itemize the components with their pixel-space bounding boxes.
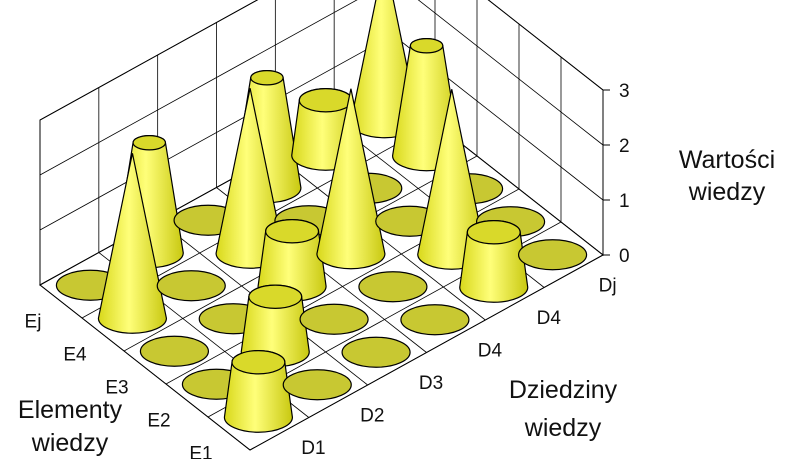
cone-base	[156, 270, 226, 302]
y-axis-title-line1: Elementy	[18, 396, 123, 424]
cone-E4-D1	[97, 153, 168, 334]
x-tick-label: D4	[478, 340, 503, 361]
wall-gridline	[39, 0, 604, 176]
z-tick-label: 3	[619, 81, 630, 102]
cone-E3-D3	[257, 219, 327, 302]
cone-top	[132, 135, 167, 151]
cone-E2-D3	[299, 303, 369, 335]
z-axis-title-line2: wiedzy	[688, 178, 766, 206]
x-tick-label: D3	[419, 373, 443, 394]
cone-top	[248, 284, 303, 309]
floor-gridline	[39, 284, 251, 451]
z-tick-label: 2	[619, 136, 630, 157]
y-tick-label: E1	[189, 444, 212, 459]
cone-E2-D4	[358, 271, 428, 303]
cone-top	[250, 70, 284, 86]
cone-E1-D1	[223, 350, 294, 433]
cone-E4-D2	[156, 270, 226, 302]
cone-E3-D4	[316, 88, 386, 270]
cone-base	[358, 271, 428, 303]
x-tick-label: D1	[301, 438, 325, 459]
wall-gridline	[39, 0, 604, 121]
z-tick-label: 0	[619, 246, 630, 267]
cone-base	[517, 239, 588, 271]
cone-E1-D2	[282, 369, 352, 401]
z-tick-label: 1	[619, 191, 630, 212]
y-axis-title-line2: wiedzy	[31, 429, 109, 457]
chart-ticks: 0 1 2 3 D1 D2 D3 D4 D4 Dj E1 E2 E3 E4 Ej	[25, 81, 630, 459]
x-tick-label: D4	[537, 308, 562, 329]
chart-marks	[55, 0, 588, 433]
cone-base	[341, 336, 411, 368]
y-tick-label: E4	[63, 345, 87, 366]
x-axis-title-line1: Dziedziny	[509, 376, 618, 404]
cone-top	[231, 350, 286, 375]
cone-base	[400, 304, 470, 336]
floor-gridline	[249, 254, 604, 451]
cone-top	[409, 38, 444, 54]
y-tick-label: E2	[147, 411, 170, 432]
y-tick-label: E3	[105, 378, 128, 399]
x-tick-label: D2	[360, 405, 384, 426]
z-axis-title-line1: Wartości	[679, 146, 775, 174]
cone-E3-D1	[139, 335, 210, 367]
cone-top	[265, 219, 320, 244]
cone-base	[139, 335, 210, 367]
cone-base	[282, 369, 352, 401]
y-tick-label: Ej	[25, 312, 42, 333]
cone-base	[299, 303, 369, 335]
cone-E2-D2	[240, 284, 310, 368]
cone-top	[298, 88, 353, 113]
cone-E1-Dj	[517, 239, 588, 271]
cone-body	[97, 153, 168, 334]
cone-E1-D3	[341, 336, 411, 368]
cone-top	[466, 220, 521, 245]
cone-E1-D4	[459, 220, 529, 303]
cone-E1-D4	[400, 304, 470, 336]
cone-body	[316, 88, 386, 270]
x-axis-title-line2: wiedzy	[524, 414, 602, 442]
x-tick-label: Dj	[599, 275, 617, 296]
